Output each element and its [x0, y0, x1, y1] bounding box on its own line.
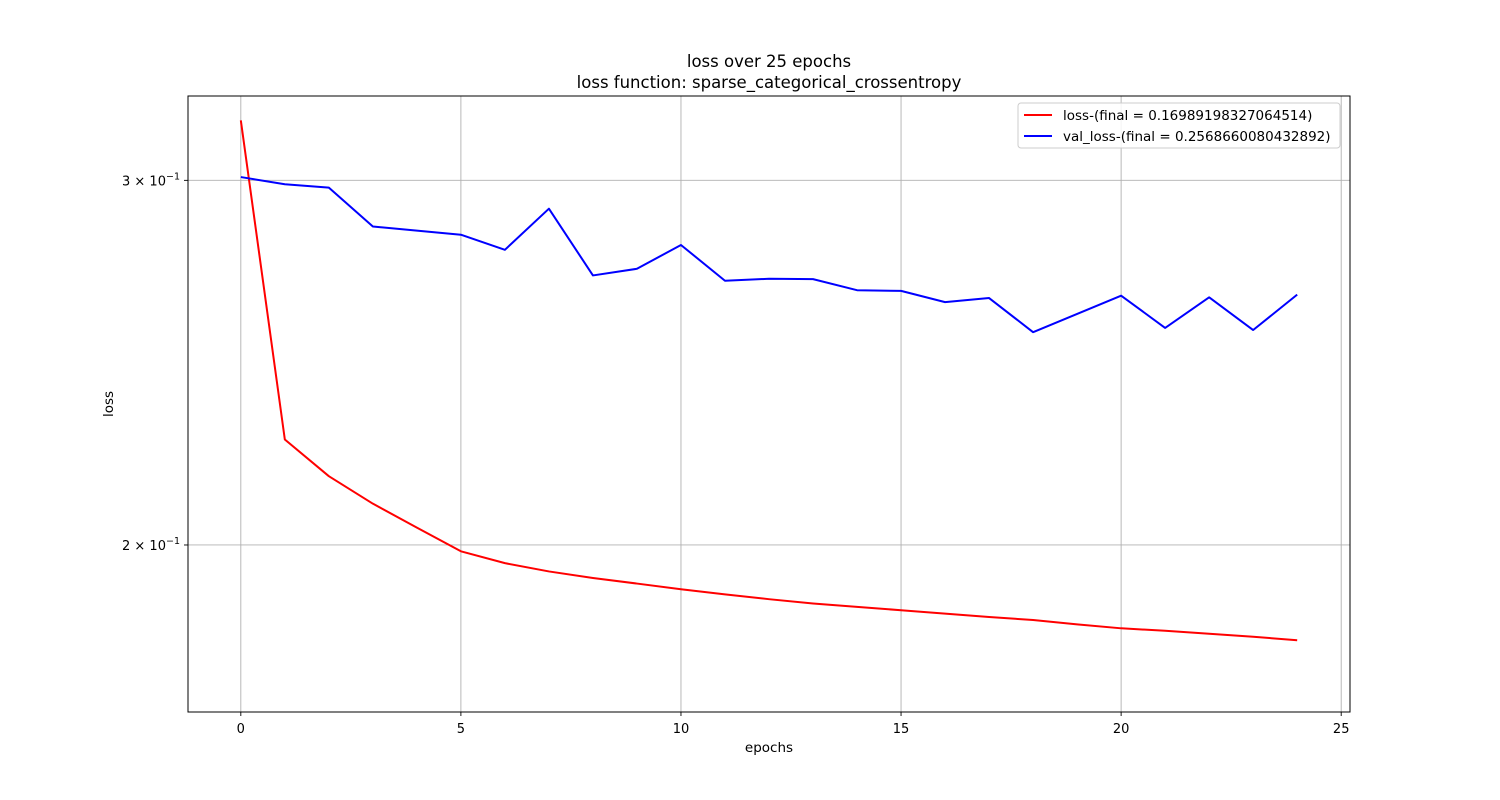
x-tick-label: 25	[1333, 722, 1350, 737]
y-tick-label: 2 × 10−1	[122, 536, 180, 554]
legend-label: loss-(final = 0.16989198327064514)	[1063, 108, 1312, 124]
grid	[188, 96, 1350, 712]
y-axis-label: loss	[101, 391, 117, 417]
x-tick-label: 0	[237, 722, 245, 737]
chart-title: loss over 25 epochs	[687, 52, 851, 71]
series-lines	[239, 120, 1298, 642]
x-tick-label: 5	[457, 722, 465, 737]
plot-frame	[187, 95, 1351, 713]
chart-subtitle: loss function: sparse_categorical_crosse…	[577, 73, 962, 93]
x-tick-label: 20	[1113, 722, 1130, 737]
x-tick-label: 10	[673, 722, 690, 737]
series-line-loss	[239, 120, 1298, 642]
y-tick-label: 3 × 10−1	[122, 171, 180, 189]
legend-box	[1017, 102, 1341, 149]
x-tick-label: 15	[893, 722, 910, 737]
series-line-val-loss	[240, 176, 1298, 334]
x-axis-label: epochs	[745, 740, 793, 756]
y-axis-ticks: 2 × 10−1 3 × 10−1	[122, 171, 188, 554]
legend: loss-(final = 0.16989198327064514) val_lo…	[1017, 102, 1341, 149]
legend-label: val_loss-(final = 0.2568660080432892)	[1063, 129, 1331, 145]
x-axis-ticks: 0 5 10 15 20 25	[237, 712, 1350, 737]
